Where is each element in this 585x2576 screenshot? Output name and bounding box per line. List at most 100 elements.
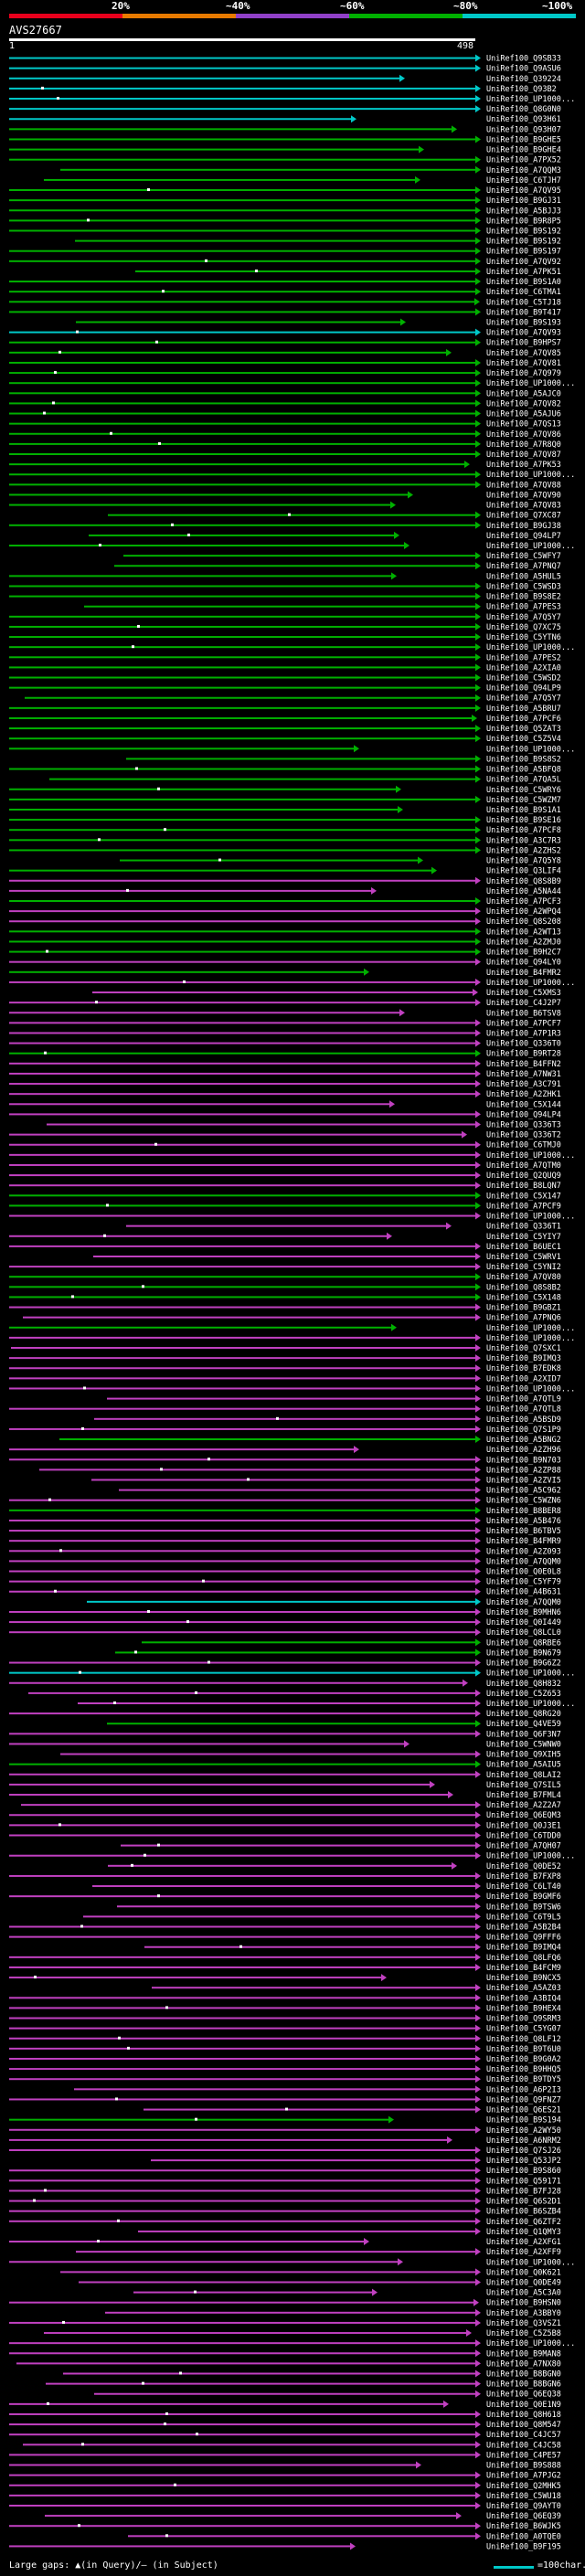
hit-name-link[interactable]: UniRef100_Q7SXC1 — [486, 1344, 561, 1353]
hit-name-link[interactable]: UniRef100_A7PCF8 — [486, 826, 561, 835]
hit-name-link[interactable]: UniRef100_Q8G0N0 — [486, 105, 561, 114]
hit-name-link[interactable]: UniRef100_B7FML4 — [486, 1791, 561, 1800]
hit-name-link[interactable]: UniRef100_A4B631 — [486, 1588, 561, 1597]
hit-name-link[interactable]: UniRef100_A3C791 — [486, 1080, 561, 1089]
hit-name-link[interactable]: UniRef100_A7QH07 — [486, 1842, 561, 1851]
hit-name-link[interactable]: UniRef100_A2WPQ4 — [486, 907, 561, 917]
hit-name-link[interactable]: UniRef100_B9S1A0 — [486, 278, 561, 287]
hit-name-link[interactable]: UniRef100_C5WRY6 — [486, 786, 561, 795]
hit-name-link[interactable]: UniRef100_A7Q5Y7 — [486, 694, 561, 704]
hit-name-link[interactable]: UniRef100_Q6EQ39 — [486, 2512, 561, 2521]
hit-name-link[interactable]: UniRef100_UP1000... — [486, 1384, 575, 1394]
hit-name-link[interactable]: UniRef100_A5B2B4 — [486, 1924, 561, 1933]
hit-name-link[interactable]: UniRef100_Q93H61 — [486, 115, 561, 124]
hit-name-link[interactable]: UniRef100_A7QV92 — [486, 258, 561, 267]
hit-name-link[interactable]: UniRef100_C5YTN6 — [486, 633, 561, 642]
hit-name-link[interactable]: UniRef100_A7P1R3 — [486, 1029, 561, 1038]
hit-name-link[interactable]: UniRef100_UP1000... — [486, 379, 575, 388]
hit-name-link[interactable]: UniRef100_UP1000... — [486, 2258, 575, 2267]
hit-name-link[interactable]: UniRef100_B9GMF6 — [486, 1892, 561, 1902]
hit-name-link[interactable]: UniRef100_Q8H832 — [486, 1680, 561, 1689]
hit-name-link[interactable]: UniRef100_C5X144 — [486, 1100, 561, 1109]
hit-name-link[interactable]: UniRef100_A7QTM0 — [486, 1161, 561, 1171]
hit-name-link[interactable]: UniRef100_Q6S2D1 — [486, 2198, 561, 2207]
hit-name-link[interactable]: UniRef100_A7QV95 — [486, 186, 561, 196]
hit-name-link[interactable]: UniRef100_Q6ES21 — [486, 2106, 561, 2115]
hit-name-link[interactable]: UniRef100_A2XID7 — [486, 1374, 561, 1383]
hit-name-link[interactable]: UniRef100_B9RT28 — [486, 1050, 561, 1059]
hit-name-link[interactable]: UniRef100_Q336T3 — [486, 1121, 561, 1130]
hit-name-link[interactable]: UniRef100_C5X147 — [486, 1192, 561, 1201]
hit-name-link[interactable]: UniRef100_Q8LFQ6 — [486, 1954, 561, 1963]
hit-name-link[interactable]: UniRef100_B9GHE4 — [486, 146, 561, 155]
hit-name-link[interactable]: UniRef100_Q94LP7 — [486, 532, 561, 541]
hit-name-link[interactable]: UniRef100_B9G0A2 — [486, 2055, 561, 2064]
hit-name-link[interactable]: UniRef100_A7PK53 — [486, 461, 561, 470]
hit-name-link[interactable]: UniRef100_Q7XC87 — [486, 512, 561, 521]
hit-name-link[interactable]: UniRef100_B9GHE5 — [486, 135, 561, 144]
hit-name-link[interactable]: UniRef100_B9IMQ3 — [486, 1354, 561, 1363]
hit-name-link[interactable]: UniRef100_Q94LY0 — [486, 959, 561, 968]
hit-name-link[interactable]: UniRef100_A5C3A0 — [486, 2289, 561, 2298]
hit-name-link[interactable]: UniRef100_Q0J3E1 — [486, 1821, 561, 1830]
hit-name-link[interactable]: UniRef100_B9S8S2 — [486, 755, 561, 764]
hit-name-link[interactable]: UniRef100_A7QV93 — [486, 329, 561, 338]
hit-name-link[interactable]: UniRef100_B4FFN2 — [486, 1060, 561, 1069]
hit-name-link[interactable]: UniRef100_UP1000... — [486, 1324, 575, 1333]
hit-name-link[interactable]: UniRef100_B9MAN8 — [486, 2349, 561, 2359]
hit-name-link[interactable]: UniRef100_A7QV82 — [486, 399, 561, 408]
hit-name-link[interactable]: UniRef100_A7QV81 — [486, 359, 561, 368]
hit-name-link[interactable]: UniRef100_B9SE16 — [486, 816, 561, 825]
hit-name-link[interactable]: UniRef100_UP1000... — [486, 979, 575, 988]
hit-name-link[interactable]: UniRef100_A7PNQ7 — [486, 562, 561, 571]
hit-name-link[interactable]: UniRef100_A7QV87 — [486, 451, 561, 460]
hit-name-link[interactable]: UniRef100_A7QV86 — [486, 430, 561, 440]
hit-name-link[interactable]: UniRef100_A5AIU5 — [486, 1761, 561, 1770]
hit-name-link[interactable]: UniRef100_Q8H618 — [486, 2411, 561, 2420]
hit-name-link[interactable]: UniRef100_C5WRV1 — [486, 1253, 561, 1262]
hit-name-link[interactable]: UniRef100_Q8RG20 — [486, 1710, 561, 1719]
hit-name-link[interactable]: UniRef100_Q336T2 — [486, 1131, 561, 1140]
hit-name-link[interactable]: UniRef100_A2ZH96 — [486, 1446, 561, 1455]
hit-name-link[interactable]: UniRef100_B9GJ31 — [486, 196, 561, 206]
hit-name-link[interactable]: UniRef100_B8LQN7 — [486, 1182, 561, 1191]
hit-name-link[interactable]: UniRef100_B9TSW6 — [486, 1903, 561, 1912]
hit-name-link[interactable]: UniRef100_A5HUL5 — [486, 572, 561, 581]
hit-name-link[interactable]: UniRef100_A5BNG2 — [486, 1436, 561, 1445]
hit-name-link[interactable]: UniRef100_UP1000... — [486, 1213, 575, 1222]
hit-name-link[interactable]: UniRef100_Q1QMY3 — [486, 2228, 561, 2237]
hit-name-link[interactable]: UniRef100_B7EDK8 — [486, 1364, 561, 1373]
hit-name-link[interactable]: UniRef100_C5TJ18 — [486, 298, 561, 307]
hit-name-link[interactable]: UniRef100_A5BFQ8 — [486, 766, 561, 775]
hit-name-link[interactable]: UniRef100_B6SZB4 — [486, 2208, 561, 2217]
hit-name-link[interactable]: UniRef100_C4JC57 — [486, 2431, 561, 2440]
hit-name-link[interactable]: UniRef100_Q94LP9 — [486, 684, 561, 694]
hit-name-link[interactable]: UniRef100_Q8S8B9 — [486, 877, 561, 886]
hit-name-link[interactable]: UniRef100_A7QTL8 — [486, 1405, 561, 1415]
hit-name-link[interactable]: UniRef100_A2WY50 — [486, 2126, 561, 2136]
hit-name-link[interactable]: UniRef100_C4PE57 — [486, 2451, 561, 2460]
hit-name-link[interactable]: UniRef100_C5YG07 — [486, 2025, 561, 2034]
hit-name-link[interactable]: UniRef100_B9T417 — [486, 308, 561, 317]
hit-name-link[interactable]: UniRef100_Q336T1 — [486, 1223, 561, 1232]
hit-name-link[interactable]: UniRef100_Q7SIL5 — [486, 1781, 561, 1790]
hit-name-link[interactable]: UniRef100_B9HPS7 — [486, 339, 561, 348]
hit-name-link[interactable]: UniRef100_B8BER8 — [486, 1507, 561, 1516]
hit-name-link[interactable]: UniRef100_A7PX52 — [486, 156, 561, 165]
hit-name-link[interactable]: UniRef100_B9GJ38 — [486, 522, 561, 531]
hit-name-link[interactable]: UniRef100_Q9AYT0 — [486, 2502, 561, 2511]
hit-name-link[interactable]: UniRef100_A7QS13 — [486, 420, 561, 429]
hit-name-link[interactable]: UniRef100_A5BRU7 — [486, 705, 561, 714]
hit-name-link[interactable]: UniRef100_C5YIY7 — [486, 1233, 561, 1242]
hit-name-link[interactable]: UniRef100_A5BSD9 — [486, 1415, 561, 1425]
hit-name-link[interactable]: UniRef100_A3C7R3 — [486, 836, 561, 845]
hit-name-link[interactable]: UniRef100_A7PCF6 — [486, 715, 561, 724]
hit-name-link[interactable]: UniRef100_UP1000... — [486, 745, 575, 754]
hit-name-link[interactable]: UniRef100_B4FMR2 — [486, 969, 561, 978]
hit-name-link[interactable]: UniRef100_Q93B2 — [486, 85, 557, 94]
hit-name-link[interactable]: UniRef100_UP1000... — [486, 1151, 575, 1161]
hit-name-link[interactable]: UniRef100_A7PJG2 — [486, 2472, 561, 2481]
hit-name-link[interactable]: UniRef100_B9N679 — [486, 1648, 561, 1658]
hit-name-link[interactable]: UniRef100_B9HEX4 — [486, 2004, 561, 2013]
hit-name-link[interactable]: UniRef100_C5WNW0 — [486, 1740, 561, 1749]
